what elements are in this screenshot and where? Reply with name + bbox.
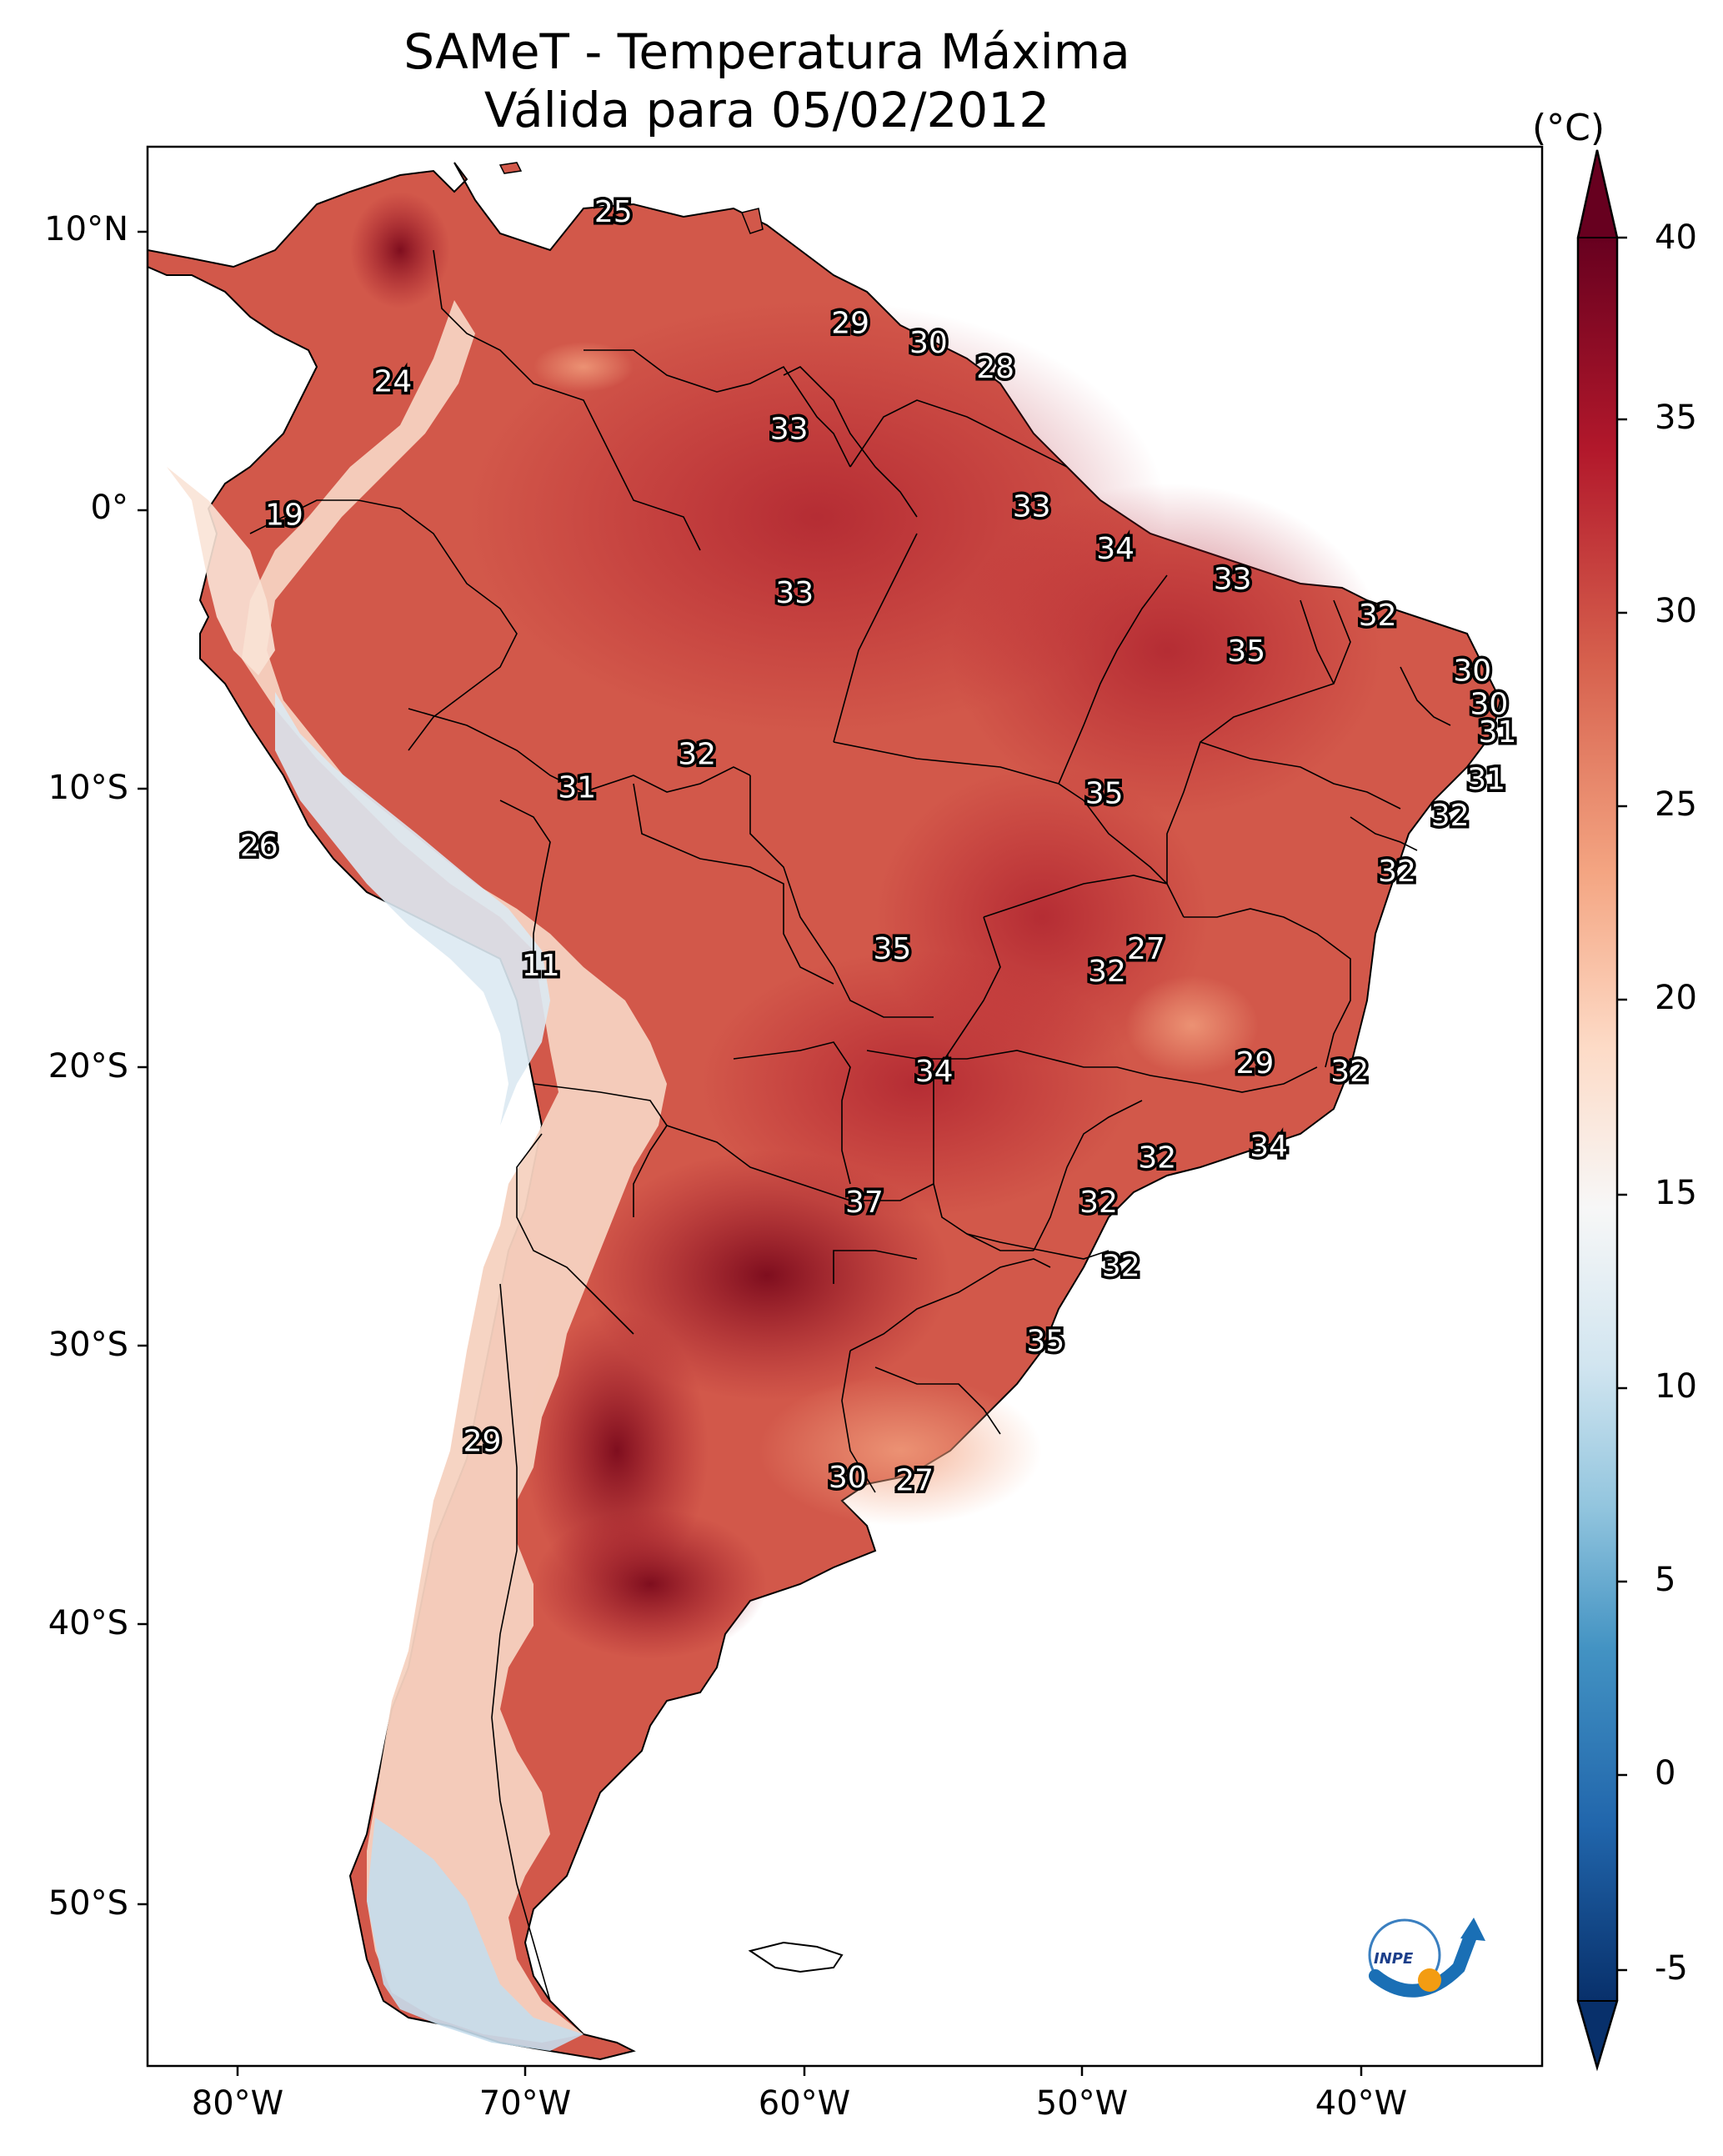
map-title: SAMeT - Temperatura Máxima [403,23,1130,80]
svg-text:INPE: INPE [1374,1950,1414,1968]
contour-label: 32 [1102,1250,1140,1284]
patagonia-cold [367,1818,584,2051]
falklands [748,1941,844,1973]
contour-label: 32 [1431,799,1470,833]
lat-label-0: 0° [90,489,128,527]
map-frame [146,145,1544,2068]
colorbar-tick-30: 30 [1655,592,1697,630]
contour-label: 37 [845,1186,884,1220]
colorbar-tick-5: 5 [1655,1561,1676,1599]
contour-label: 27 [895,1463,934,1497]
contour-label: 32 [1079,1186,1118,1220]
axis-ticks [138,230,1363,2076]
contour-label: 30 [1470,688,1508,722]
contour-label: 31 [558,771,596,805]
continent-group [148,162,1502,2061]
contour-label: 35 [873,932,911,966]
contour-label: 33 [770,412,809,446]
contour-label: 29 [463,1425,502,1459]
contour-label: 35 [1085,776,1124,810]
contour-label: 30 [829,1461,867,1495]
contour-label: 33 [1214,563,1252,597]
contour-label: 32 [1378,855,1416,889]
contour-label: 30 [1453,654,1491,689]
contour-label: 11 [522,949,560,983]
contour-label: 25 [594,195,633,229]
lat-label-10n: 10°N [44,210,128,248]
colorbar-tick-0: 0 [1655,1754,1676,1792]
colorbar [1576,149,1627,2072]
andes-cold-strip [242,300,667,2043]
country-borders [249,249,1451,2002]
lon-label-60w: 60°W [758,2084,851,2123]
contour-label: 32 [1138,1141,1176,1175]
contour-label: 30 [909,326,948,360]
colorbar-tick-40: 40 [1655,218,1697,257]
contour-label: 31 [1479,715,1517,750]
colorbar-unit: (°C) [1532,107,1605,149]
contour-label: 32 [678,738,716,772]
contour-label: 35 [1227,634,1265,669]
contour-label: 32 [1088,955,1126,989]
inpe-logo: INPE [1368,1918,1485,1998]
lat-label-50s: 50°S [48,1884,128,1923]
andes-very-cold [275,692,550,1126]
colorbar-tick-10: 10 [1655,1367,1697,1406]
lat-label-30s: 30°S [48,1326,128,1364]
contour-label: 29 [1235,1046,1274,1081]
contour-label: 27 [1127,932,1165,966]
contour-label: 29 [831,307,869,341]
contour-label: 24 [373,365,412,399]
colorbar-tick-35: 35 [1655,399,1697,437]
lat-label-20s: 20°S [48,1047,128,1086]
colorbar-tick-20: 20 [1655,979,1697,1017]
contour-label: 33 [1013,490,1051,524]
contour-label: 34 [1250,1130,1288,1164]
contour-label: 28 [976,351,1014,385]
lat-label-40s: 40°S [48,1604,128,1642]
contour-label: 33 [775,576,814,610]
contour-label: 26 [240,830,278,864]
contour-label: 31 [1467,763,1505,797]
colorbar-tick-25: 25 [1655,785,1697,824]
contour-label: 32 [1330,1055,1369,1089]
contour-label: 35 [1026,1325,1064,1359]
map-subtitle: Válida para 05/02/2012 [483,82,1050,138]
contour-label: 32 [1359,599,1397,633]
contour-label: 19 [265,499,303,533]
lon-label-80w: 80°W [191,2084,284,2123]
lon-label-40w: 40°W [1315,2084,1408,2123]
lon-label-70w: 70°W [478,2084,572,2123]
contour-label: 34 [1096,532,1134,566]
contour-label: 34 [915,1055,954,1089]
colorbar-tick-minus5: -5 [1655,1949,1688,1988]
lon-label-50w: 50°W [1035,2084,1129,2123]
colorbar-tick-15: 15 [1655,1174,1697,1212]
lat-label-10s: 10°S [48,769,128,807]
